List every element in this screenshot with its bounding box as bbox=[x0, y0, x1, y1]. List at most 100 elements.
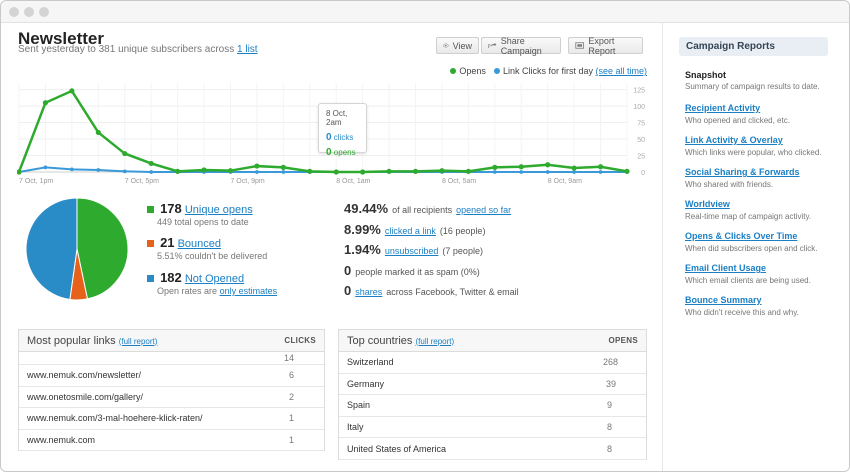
minimize-window-dot[interactable] bbox=[24, 7, 34, 17]
pie-slice[interactable] bbox=[76, 197, 129, 300]
data-point[interactable] bbox=[465, 168, 471, 174]
not-opened-link[interactable]: Not Opened bbox=[184, 273, 245, 285]
table-row[interactable]: www.onetosmile.com/gallery/2 bbox=[19, 387, 324, 409]
worldview-link[interactable]: Worldview bbox=[685, 199, 730, 209]
tooltip-opens-label: opens bbox=[333, 148, 356, 157]
table-row[interactable]: Spain 9 bbox=[339, 395, 646, 417]
legend-clicks[interactable]: Link Clicks for first day (see all time) bbox=[493, 66, 647, 76]
link-url: www.onetosmile.com/gallery/ bbox=[27, 391, 144, 402]
data-point[interactable] bbox=[42, 100, 49, 106]
stat-not-opened: 182 Not Opened Open rates are only estim… bbox=[147, 270, 277, 296]
data-point[interactable] bbox=[572, 170, 577, 174]
bounce-summary-link[interactable]: Bounce Summary bbox=[685, 295, 762, 305]
data-point[interactable] bbox=[545, 162, 551, 168]
unique-opens-link[interactable]: Unique opens bbox=[184, 204, 253, 216]
data-point[interactable] bbox=[412, 168, 419, 174]
bounced-link[interactable]: Bounced bbox=[177, 238, 222, 250]
data-point[interactable] bbox=[254, 163, 260, 169]
data-point[interactable] bbox=[17, 169, 22, 175]
data-point[interactable] bbox=[280, 164, 286, 170]
data-point[interactable] bbox=[492, 164, 498, 170]
shares-link[interactable]: shares bbox=[355, 287, 383, 297]
countries-full-report-link[interactable]: (full report) bbox=[415, 336, 455, 346]
data-point[interactable] bbox=[149, 170, 154, 174]
sidebar-item-email-client[interactable]: Email Client Usage Which email clients ar… bbox=[685, 262, 845, 285]
see-all-time-link[interactable]: (see all time) bbox=[595, 66, 647, 76]
email-client-link[interactable]: Email Client Usage bbox=[685, 263, 767, 273]
table-row[interactable]: www.nemuk.com 1 bbox=[19, 430, 324, 452]
sidebar-item-link-activity[interactable]: Link Activity & Overlay Which links were … bbox=[685, 134, 845, 157]
table-row[interactable]: United States of America 8 bbox=[339, 438, 646, 460]
link-activity-link[interactable]: Link Activity & Overlay bbox=[685, 135, 783, 145]
sidebar-item-worldview[interactable]: Worldview Real-time map of campaign activ… bbox=[685, 198, 845, 221]
clicked-a-link-link[interactable]: clicked a link bbox=[384, 226, 436, 236]
data-point[interactable] bbox=[518, 164, 524, 170]
country-name: Spain bbox=[347, 400, 371, 411]
links-full-report-link[interactable]: (full report) bbox=[118, 336, 158, 346]
list-link[interactable]: 1 list bbox=[237, 44, 258, 55]
tooltip-clicks-label: clicks bbox=[333, 133, 354, 142]
table-row: 14 bbox=[19, 352, 324, 365]
data-point[interactable] bbox=[307, 168, 313, 174]
only-estimates-link[interactable]: only estimates bbox=[219, 286, 278, 296]
pie-slice[interactable] bbox=[25, 197, 78, 301]
sidebar-item-recipient-activity[interactable]: Recipient Activity Who opened and clicked… bbox=[685, 102, 845, 125]
links-title-text: Most popular links bbox=[27, 334, 116, 347]
data-point[interactable] bbox=[360, 169, 366, 175]
data-point[interactable] bbox=[95, 129, 101, 136]
data-point[interactable] bbox=[492, 170, 497, 174]
data-point[interactable] bbox=[333, 169, 339, 175]
pct-value: 49.44% bbox=[344, 201, 389, 216]
recipient-activity-link[interactable]: Recipient Activity bbox=[685, 103, 761, 113]
table-row[interactable]: Switzerland 268 bbox=[339, 352, 646, 374]
sidebar-item-bounce-summary[interactable]: Bounce Summary Who didn't receive this an… bbox=[685, 294, 845, 317]
data-point[interactable] bbox=[281, 170, 286, 174]
email-client-desc: Which email clients are being used. bbox=[685, 276, 811, 285]
zoom-window-dot[interactable] bbox=[39, 7, 49, 17]
data-point[interactable] bbox=[227, 168, 234, 174]
data-point[interactable] bbox=[255, 170, 259, 174]
export-icon bbox=[575, 42, 585, 49]
opened-so-far-link[interactable]: opened so far bbox=[456, 205, 512, 215]
unsubscribed-link[interactable]: unsubscribed bbox=[384, 246, 439, 256]
share-campaign-button[interactable]: Share Campaign bbox=[481, 36, 561, 56]
sidebar-item-snapshot[interactable]: Snapshot Summary of campaign results to … bbox=[685, 70, 845, 91]
sidebar-item-social-sharing[interactable]: Social Sharing & Forwards Who shared with… bbox=[685, 166, 845, 189]
sidebar-item-opens-clicks[interactable]: Opens & Clicks Over Time When did subscri… bbox=[685, 230, 845, 253]
pie-svg bbox=[25, 197, 129, 301]
data-point[interactable] bbox=[386, 168, 392, 174]
data-point[interactable] bbox=[69, 167, 74, 172]
close-window-dot[interactable] bbox=[9, 7, 19, 17]
x-tick-label: 7 Oct, 5pm bbox=[125, 178, 159, 185]
export-report-button[interactable]: Export Report bbox=[568, 35, 643, 56]
table-row[interactable]: www.nemuk.com/3-mal-hoehere-klick-raten/… bbox=[19, 408, 324, 430]
table-row[interactable]: Italy 8 bbox=[339, 417, 646, 439]
data-point[interactable] bbox=[598, 170, 603, 174]
data-point[interactable] bbox=[69, 88, 75, 94]
opens-clicks-link[interactable]: Opens & Clicks Over Time bbox=[685, 231, 798, 241]
data-point[interactable] bbox=[439, 168, 445, 174]
table-row[interactable]: www.nemuk.com/newsletter/6 bbox=[19, 365, 324, 387]
data-point[interactable] bbox=[122, 150, 128, 157]
country-name: Italy bbox=[347, 422, 364, 433]
data-point[interactable] bbox=[597, 164, 604, 170]
data-point[interactable] bbox=[519, 170, 524, 174]
data-point[interactable] bbox=[43, 165, 48, 170]
data-point[interactable] bbox=[175, 168, 181, 174]
data-point[interactable] bbox=[624, 168, 630, 174]
view-button[interactable]: View bbox=[436, 37, 479, 54]
legend-opens[interactable]: Opens bbox=[450, 66, 486, 76]
data-point[interactable] bbox=[571, 165, 577, 171]
snapshot-title: Snapshot bbox=[685, 70, 727, 80]
data-point[interactable] bbox=[545, 170, 550, 174]
subtitle-text: Sent yesterday to 381 unique subscribers… bbox=[18, 44, 235, 55]
x-tick-label: 8 Oct, 5am bbox=[442, 178, 476, 185]
data-point[interactable] bbox=[122, 169, 127, 174]
data-point[interactable] bbox=[96, 168, 101, 172]
export-label: Export Report bbox=[588, 35, 616, 56]
y-tick-label: 125 bbox=[633, 88, 645, 95]
table-row[interactable]: Germany 39 bbox=[339, 374, 646, 396]
data-point[interactable] bbox=[148, 160, 154, 167]
data-point[interactable] bbox=[201, 167, 207, 173]
social-sharing-link[interactable]: Social Sharing & Forwards bbox=[685, 167, 800, 177]
